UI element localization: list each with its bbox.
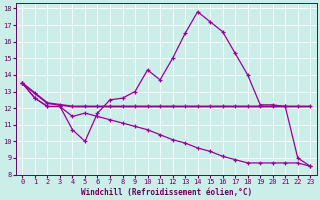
X-axis label: Windchill (Refroidissement éolien,°C): Windchill (Refroidissement éolien,°C)	[81, 188, 252, 197]
